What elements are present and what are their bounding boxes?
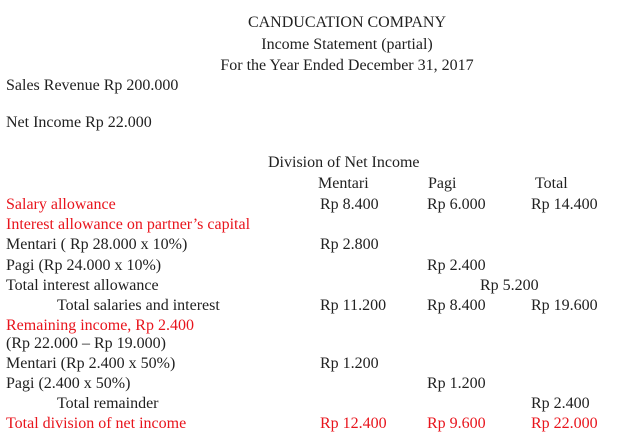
- row-label: Total salaries and interest: [57, 297, 220, 314]
- cell-mentari: Rp 11.200: [320, 297, 387, 314]
- statement-title: Income Statement (partial): [261, 36, 433, 53]
- row-label: (Rp 22.000 – Rp 19.000): [6, 335, 166, 352]
- division-table-title-line: Division of Net Income: [0, 153, 630, 173]
- cell-total: Rp 19.600: [531, 297, 598, 314]
- cell-mentari: Rp 2.800: [320, 236, 379, 253]
- table-row-pagi-interest: Pagi (Rp 24.000 x 10%) Rp 2.400: [0, 256, 630, 276]
- column-header-row: Mentari Pagi Total: [0, 174, 630, 194]
- table-row-pagi-remainder: Pagi (2.400 x 50%) Rp 1.200: [0, 374, 630, 394]
- column-header-pagi: Pagi: [428, 175, 457, 192]
- cell-pagi: Rp 2.400: [427, 257, 486, 274]
- division-table-title: Division of Net Income: [268, 154, 420, 171]
- sales-revenue-text: Sales Revenue Rp 200.000: [6, 77, 179, 94]
- table-row-total-division: Total division of net income Rp 12.400 R…: [0, 414, 630, 434]
- sales-revenue-line: Sales Revenue Rp 200.000: [0, 76, 630, 96]
- row-label: Total division of net income: [6, 415, 187, 432]
- net-income-line: Net Income Rp 22.000: [0, 113, 630, 133]
- cell-pagi: Rp 9.600: [427, 415, 486, 432]
- cell-pagi: Rp 1.200: [427, 375, 486, 392]
- column-header-total: Total: [535, 175, 568, 192]
- cell-subtotal: Rp 5.200: [480, 277, 539, 294]
- row-label: Remaining income, Rp 2.400: [6, 317, 194, 334]
- statement-period: For the Year Ended December 31, 2017: [220, 57, 474, 74]
- table-row-mentari-remainder: Mentari (Rp 2.400 x 50%) Rp 1.200: [0, 354, 630, 374]
- cell-total: Rp 22.000: [531, 415, 598, 432]
- cell-mentari: Rp 8.400: [320, 196, 379, 213]
- cell-pagi: Rp 8.400: [427, 297, 486, 314]
- cell-total: Rp 14.400: [531, 196, 598, 213]
- row-label: Total remainder: [57, 395, 159, 412]
- row-label: Pagi (2.400 x 50%): [6, 375, 131, 392]
- table-row-remaining-calc: (Rp 22.000 – Rp 19.000): [0, 334, 630, 354]
- row-label: Total interest allowance: [6, 277, 159, 294]
- row-label: Pagi (Rp 24.000 x 10%): [6, 257, 162, 274]
- column-header-mentari: Mentari: [318, 175, 369, 192]
- row-label: Salary allowance: [6, 196, 116, 213]
- cell-pagi: Rp 6.000: [427, 196, 486, 213]
- table-row-total-interest-allowance: Total interest allowance Rp 5.200: [0, 276, 630, 296]
- company-name: CANDUCATION COMPANY: [247, 14, 447, 31]
- row-label: Interest allowance on partner’s capital: [6, 216, 251, 233]
- table-row-mentari-interest: Mentari ( Rp 28.000 x 10%) Rp 2.800: [0, 235, 630, 255]
- table-row-salary-allowance: Salary allowance Rp 8.400 Rp 6.000 Rp 14…: [0, 195, 630, 215]
- table-row-remaining-income: Remaining income, Rp 2.400: [0, 316, 630, 336]
- cell-mentari: Rp 1.200: [320, 355, 379, 372]
- table-row-total-remainder: Total remainder Rp 2.400: [0, 394, 630, 414]
- row-label: Mentari ( Rp 28.000 x 10%): [6, 236, 188, 253]
- table-row-interest-allowance-heading: Interest allowance on partner’s capital: [0, 215, 630, 235]
- table-row-total-salaries-interest: Total salaries and interest Rp 11.200 Rp…: [0, 296, 630, 316]
- cell-mentari: Rp 12.400: [320, 415, 387, 432]
- net-income-text: Net Income Rp 22.000: [6, 114, 152, 131]
- row-label: Mentari (Rp 2.400 x 50%): [6, 355, 176, 372]
- cell-total: Rp 2.400: [531, 395, 590, 412]
